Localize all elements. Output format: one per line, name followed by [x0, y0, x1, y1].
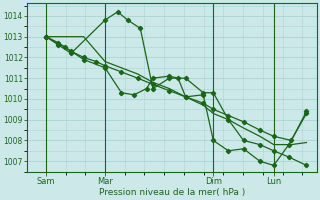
X-axis label: Pression niveau de la mer( hPa ): Pression niveau de la mer( hPa )	[99, 188, 245, 197]
